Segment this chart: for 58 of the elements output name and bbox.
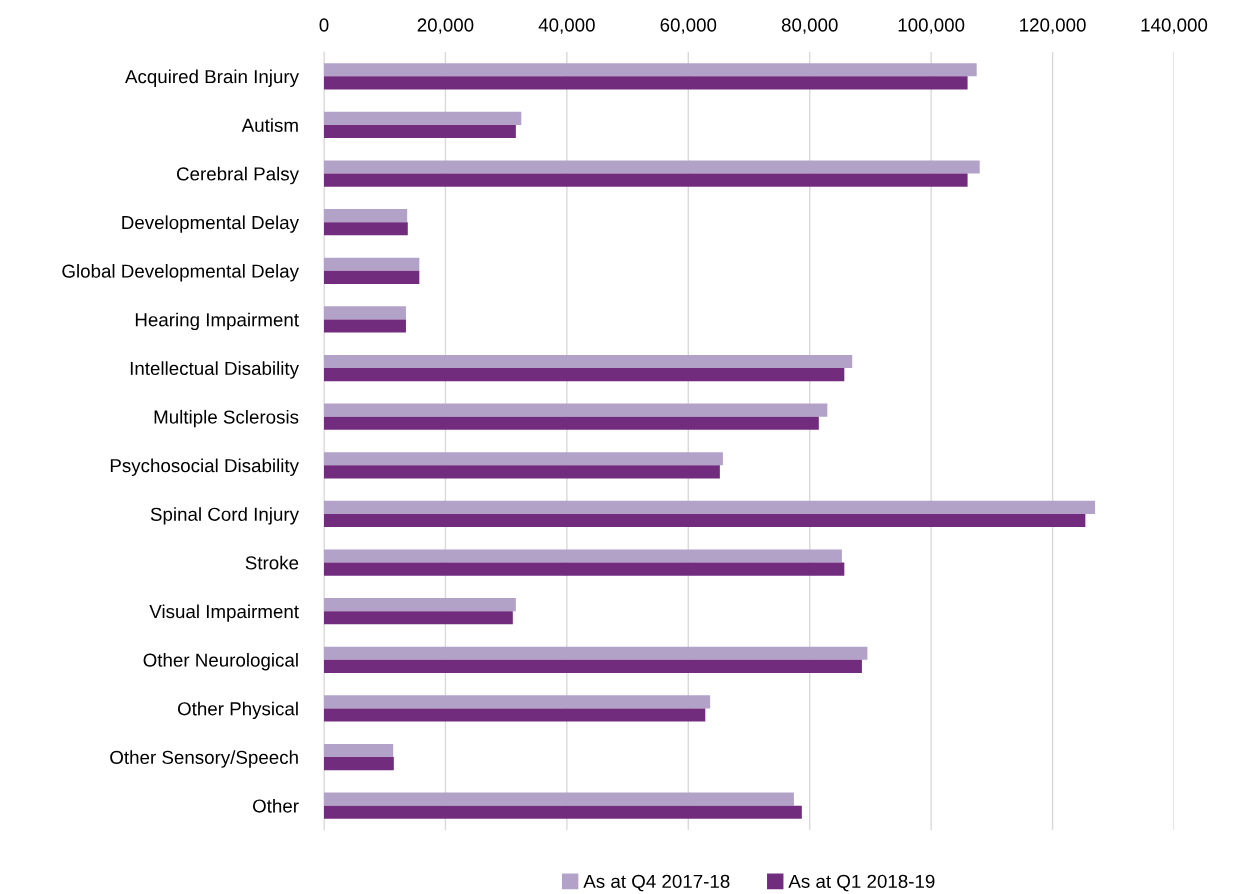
bar [324, 792, 794, 806]
x-tick-label: 60,000 [660, 18, 717, 34]
y-tick-label: Other Sensory/Speech [110, 750, 298, 768]
x-tick-label: 120,000 [1020, 18, 1086, 34]
bar [324, 500, 1096, 514]
x-tick-label: 40,000 [538, 18, 595, 34]
y-tick-label: Visual Impairment [149, 604, 299, 622]
bar [324, 646, 868, 660]
x-tick-label: 20,000 [417, 18, 474, 34]
bar [324, 257, 420, 271]
x-tick-label: 0 [319, 18, 329, 32]
y-tick-label: Spinal Cord Injury [150, 507, 299, 525]
y-tick-label: Other [253, 798, 299, 813]
bar [324, 659, 862, 673]
bar [324, 757, 394, 771]
bar [324, 306, 406, 320]
y-tick-label: Global Developmental Delay [62, 264, 299, 282]
x-tick-label: 80,000 [781, 18, 838, 34]
y-tick-label: Autism [241, 118, 298, 132]
y-tick-label: Cerebral Palsy [176, 166, 299, 185]
bar [324, 403, 828, 417]
y-tick-label: Intellectual Disability [130, 361, 299, 379]
bar [324, 611, 513, 625]
legend-label: As at Q1 2018-19 [788, 874, 935, 892]
bar [324, 562, 845, 576]
bar [324, 598, 516, 612]
y-tick-label: Stroke [245, 555, 299, 570]
y-tick-label: Other Physical [177, 701, 298, 720]
x-tick-label: 140,000 [1141, 18, 1208, 34]
bar [324, 743, 394, 758]
bar [324, 368, 845, 382]
y-tick-label: Multiple Sclerosis [154, 409, 299, 428]
bar [324, 465, 720, 479]
bar [324, 111, 522, 125]
bar [324, 805, 802, 819]
y-tick-label: Acquired Brain Injury [125, 69, 299, 87]
legend-label: As at Q4 2017-18 [583, 874, 730, 892]
y-tick-label: Psychosocial Disability [110, 458, 299, 476]
bar [324, 76, 968, 90]
bar [324, 173, 968, 187]
bar [324, 160, 980, 174]
bar [324, 124, 516, 139]
bar [324, 222, 408, 236]
x-tick-label: 100,000 [898, 18, 965, 34]
y-tick-label: Hearing Impairment [135, 312, 299, 331]
bar [324, 319, 406, 333]
bar [324, 354, 853, 369]
bar [324, 452, 723, 466]
y-tick-label: Developmental Delay [122, 215, 299, 233]
bar [324, 416, 819, 430]
bar [324, 708, 706, 722]
bar [324, 513, 1086, 528]
bar [324, 63, 977, 77]
y-tick-label: Other Neurological [143, 653, 298, 671]
bar [324, 270, 420, 284]
bar [324, 209, 408, 223]
bar [324, 549, 842, 563]
bar [324, 695, 711, 709]
